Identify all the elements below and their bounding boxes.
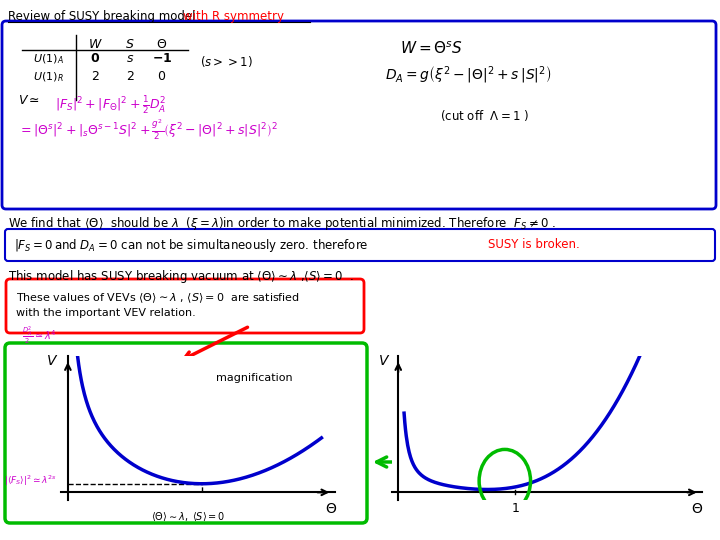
Text: These values of VEVs $\langle\Theta\rangle \sim \lambda$ , $\langle S\rangle = 0: These values of VEVs $\langle\Theta\rang… (16, 291, 300, 305)
Text: (cut off  $\Lambda = 1$ ): (cut off $\Lambda = 1$ ) (440, 108, 529, 123)
Text: $\mathbf{0}$: $\mathbf{0}$ (90, 52, 100, 65)
Text: $2$: $2$ (126, 70, 135, 83)
FancyBboxPatch shape (6, 279, 364, 333)
Text: $|\langle F_S\rangle|^2 \simeq \lambda^{2s}$: $|\langle F_S\rangle|^2 \simeq \lambda^{… (4, 474, 57, 488)
Text: This model has SUSY breaking vacuum at $\langle\Theta\rangle \sim \lambda$ ,$\la: This model has SUSY breaking vacuum at $… (8, 268, 354, 285)
Text: $V \simeq$: $V \simeq$ (18, 94, 40, 107)
Text: SUSY is broken.: SUSY is broken. (488, 239, 580, 252)
Text: with R symmetry: with R symmetry (183, 10, 284, 23)
Text: $s$: $s$ (126, 52, 134, 65)
Text: $|F_S = 0\,$and $D_A = 0$ can not be simultaneously zero. therefore: $|F_S = 0\,$and $D_A = 0$ can not be sim… (14, 237, 369, 253)
Text: $|F_S|^2 + |F_\Theta|^2 + \frac{1}{2}D_A^2$: $|F_S|^2 + |F_\Theta|^2 + \frac{1}{2}D_A… (55, 94, 166, 116)
FancyBboxPatch shape (5, 343, 367, 523)
Text: $\frac{D_A^2}{2} \simeq \lambda^4$: $\frac{D_A^2}{2} \simeq \lambda^4$ (22, 324, 57, 346)
Text: $W$: $W$ (88, 38, 102, 51)
Text: $2$: $2$ (91, 70, 99, 83)
Text: $= |\Theta^s|^2 + |{}_s\Theta^{s-1}S|^2 + \frac{g^2}{2}\left(\xi^2 - |\Theta|^2 : $= |\Theta^s|^2 + |{}_s\Theta^{s-1}S|^2 … (18, 118, 278, 142)
Text: $U(1)_R$: $U(1)_R$ (32, 70, 63, 84)
Text: $\mathbf{-1}$: $\mathbf{-1}$ (152, 52, 172, 65)
Text: $\langle\Theta\rangle \sim \lambda,\ \langle S\rangle = 0$: $\langle\Theta\rangle \sim \lambda,\ \la… (150, 510, 225, 523)
Text: $S$: $S$ (125, 38, 135, 51)
Text: with the important VEV relation.: with the important VEV relation. (16, 308, 196, 318)
Text: $D_A = g\left(\xi^2 - |\Theta|^2 + s\,|S|^2\right)$: $D_A = g\left(\xi^2 - |\Theta|^2 + s\,|S… (385, 65, 552, 86)
Text: magnification: magnification (217, 373, 293, 383)
Text: $\Theta$: $\Theta$ (325, 502, 337, 516)
FancyBboxPatch shape (5, 229, 715, 261)
Text: $1$: $1$ (510, 502, 519, 515)
FancyBboxPatch shape (2, 21, 716, 209)
Text: $(s>>1)$: $(s>>1)$ (200, 54, 253, 69)
Text: $V$: $V$ (46, 354, 58, 368)
Text: $W = \Theta^s S$: $W = \Theta^s S$ (400, 40, 463, 57)
Text: $V$: $V$ (378, 354, 390, 368)
Text: $\Theta$: $\Theta$ (156, 38, 168, 51)
Text: $\Theta$: $\Theta$ (691, 502, 703, 516)
Text: Review of SUSY breaking model: Review of SUSY breaking model (8, 10, 199, 23)
Text: $U(1)_A$: $U(1)_A$ (32, 52, 63, 65)
Text: We find that $\langle\Theta\rangle$  should be $\lambda$  $(\xi = \lambda)$in or: We find that $\langle\Theta\rangle$ shou… (8, 215, 556, 232)
Text: $0$: $0$ (158, 70, 166, 83)
